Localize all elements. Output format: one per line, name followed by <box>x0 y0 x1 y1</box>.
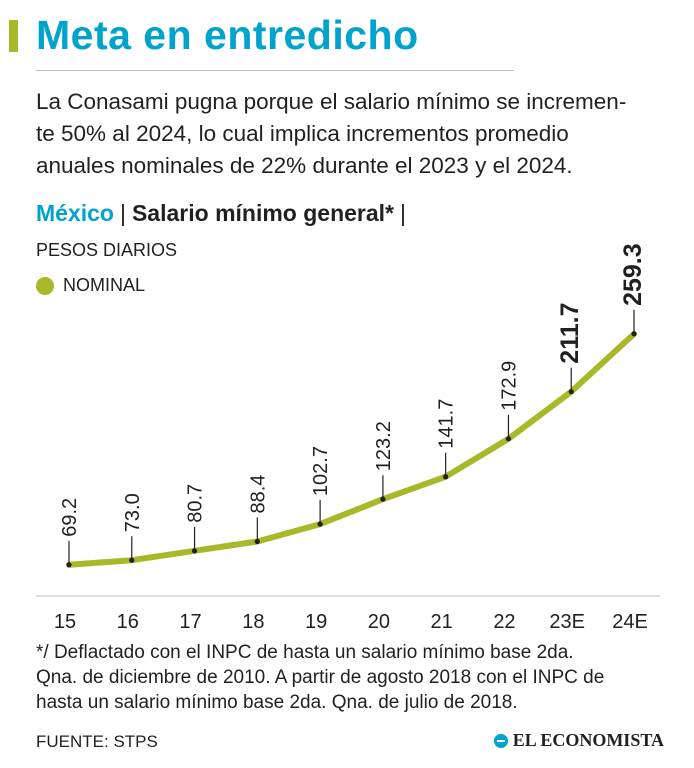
units-label: PESOS DIARIOS <box>36 240 178 260</box>
data-label: 141.7 <box>436 399 458 449</box>
x-tick-label: 19 <box>305 611 327 633</box>
lead-line: te 50% al 2024, lo cual implica incremen… <box>36 121 569 146</box>
brand-name: EL ECONOMISTA <box>512 730 664 750</box>
chart-subtitle: México | Salario mínimo general* | <box>36 200 412 227</box>
data-label: 211.7 <box>556 303 584 364</box>
data-label: 69.2 <box>59 498 81 537</box>
data-label: 102.7 <box>310 446 332 496</box>
data-point <box>191 548 198 554</box>
lead-line: anuales nominales de 22% durante el 2023… <box>36 153 573 178</box>
data-label: 73.0 <box>122 493 144 532</box>
source-label: FUENTE: STPS <box>36 732 158 751</box>
data-point <box>443 474 449 480</box>
lead-line: La Conasami pugna porque el salario míni… <box>36 89 627 114</box>
chart-title: Salario mínimo general* <box>131 200 394 226</box>
line-chart: 69.2 15 73.0 16 80.7 17 88.4 18 102.7 19 123.2 20 14… <box>36 243 660 633</box>
data-point <box>254 538 260 545</box>
title-divider <box>36 70 514 71</box>
x-tick-label: 21 <box>431 611 453 633</box>
footnote-line: */ Deflactado con el INPC de hasta un sa… <box>36 642 574 663</box>
lead-paragraph: La Conasami pugna porque el salario míni… <box>36 86 666 182</box>
data-label: 88.4 <box>247 475 269 514</box>
series-line-nominal <box>66 330 637 568</box>
data-label: 172.9 <box>498 361 520 411</box>
footnote-line: Qna. de diciembre de 2010. A partir de a… <box>36 667 605 688</box>
subtitle-separator: | <box>119 200 126 226</box>
page-title: Meta en entredicho <box>36 12 419 58</box>
country-label: México <box>36 200 114 226</box>
data-point <box>505 436 512 442</box>
data-point <box>317 521 323 527</box>
x-tick-label: 22 <box>493 611 515 633</box>
data-point <box>568 389 574 395</box>
x-tick-label: 20 <box>368 611 390 633</box>
data-point <box>380 496 386 502</box>
legend-label: NOMINAL <box>63 275 146 295</box>
x-tick-label: 17 <box>179 611 201 633</box>
x-tick-label: 16 <box>117 611 139 633</box>
data-label: 123.2 <box>373 421 395 471</box>
title-accent-bar <box>9 20 18 52</box>
data-point <box>66 562 72 568</box>
subtitle-separator-trailing: | <box>400 200 406 226</box>
brand-globe-icon <box>493 733 508 748</box>
x-tick-label: 23E <box>549 611 585 633</box>
data-point <box>129 557 135 563</box>
legend-dot-icon <box>36 276 54 295</box>
brand-logo: EL ECONOMISTA <box>493 730 664 751</box>
x-tick-label: 15 <box>54 611 76 633</box>
footnote: */ Deflactado con el INPC de hasta un sa… <box>36 640 676 715</box>
x-tick-label: 18 <box>242 611 264 633</box>
data-label: 80.7 <box>185 484 207 523</box>
footnote-line: hasta un salario mínimo base 2da. Qna. d… <box>36 692 518 713</box>
data-label: 259.3 <box>619 243 647 306</box>
x-tick-label: 24E <box>612 611 648 633</box>
data-point <box>631 331 637 337</box>
chart-legend: NOMINAL <box>36 275 145 296</box>
